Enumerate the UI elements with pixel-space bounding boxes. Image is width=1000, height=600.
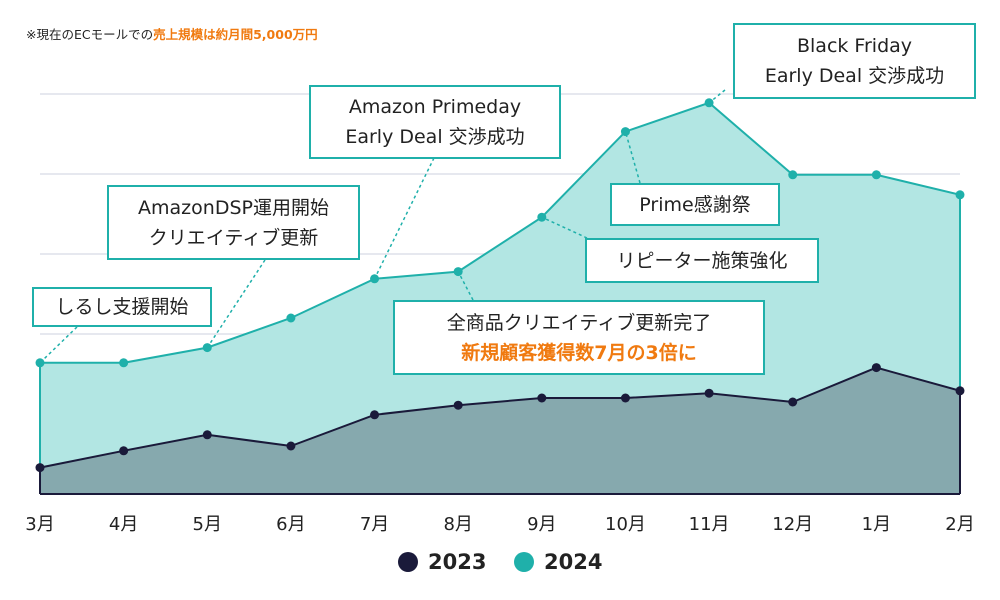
x-tick-label: 2月 [945, 514, 974, 535]
x-tick-label: 5月 [193, 514, 222, 535]
leader-line [541, 216, 588, 239]
annotation-text: クリエイティブ更新 [148, 226, 319, 249]
x-tick-label: 10月 [605, 514, 646, 535]
annotation-text: Early Deal 交渉成功 [345, 126, 525, 148]
annotation-highlight: 新規顧客獲得数7月の3倍に [461, 341, 697, 364]
point-2024-3月 [35, 358, 45, 368]
line-2024 [39, 101, 961, 494]
legend-2023: 2023 [398, 550, 486, 574]
x-tick-label: 3月 [25, 514, 54, 535]
point-2024-5月 [202, 343, 212, 353]
x-tick-label: 9月 [527, 514, 556, 535]
legend-marker [514, 552, 534, 572]
point-2024-9月 [537, 212, 547, 222]
note: ※現在のECモールでの売上規模は約月間5,000万円 [26, 24, 318, 43]
leader-line [457, 271, 474, 301]
leader-line [39, 326, 78, 364]
point-2024-7月 [370, 274, 380, 284]
annotation-text: Prime感謝祭 [639, 193, 751, 216]
annotation-repeater: リピーター施策強化 [585, 238, 819, 283]
point-2023-6月 [286, 441, 296, 451]
point-2023-10月 [620, 393, 630, 403]
x-tick-label: 1月 [862, 514, 891, 535]
point-2023-2月 [955, 386, 965, 396]
point-2023-1月 [871, 363, 881, 373]
x-tick-label: 7月 [360, 514, 389, 535]
annotation-text: 全商品クリエイティブ更新完了 [446, 311, 712, 334]
point-2024-12月 [788, 170, 798, 180]
point-2023-3月 [35, 463, 45, 473]
point-2024-1月 [871, 170, 881, 180]
annotation-prime-thanks: Prime感謝祭 [610, 183, 780, 226]
point-2024-8月 [453, 267, 463, 277]
point-2023-9月 [537, 393, 547, 403]
legend-label: 2023 [428, 550, 487, 574]
annotation-primeday: Amazon Primeday Early Deal 交渉成功 [309, 85, 561, 159]
legend-marker [398, 552, 418, 572]
annotation-text: AmazonDSP運用開始 [138, 196, 329, 219]
x-tick-label: 8月 [443, 514, 472, 535]
leader-line [624, 131, 641, 184]
annotation-creative: 全商品クリエイティブ更新完了 新規顧客獲得数7月の3倍に [393, 300, 765, 375]
x-tick-label: 4月 [109, 514, 138, 535]
point-2024-11月 [704, 98, 714, 108]
note-text: ※現在のECモールでの [26, 27, 154, 42]
legend-2024: 2024 [514, 550, 602, 574]
line-2023 [39, 366, 961, 494]
annotation-text: Black Friday [796, 35, 913, 57]
point-2024-10月 [620, 127, 630, 137]
point-2024-4月 [119, 358, 129, 368]
point-2023-8月 [453, 400, 463, 410]
annotation-shirushi: しるし支援開始 [32, 287, 212, 327]
point-2023-4月 [119, 446, 129, 456]
area-2023 [40, 367, 960, 494]
point-2023-12月 [788, 397, 798, 407]
point-2023-11月 [704, 388, 714, 398]
x-tick-label: 11月 [689, 514, 730, 535]
annotation-dsp: AmazonDSP運用開始 クリエイティブ更新 [107, 185, 360, 260]
point-2024-2月 [955, 190, 965, 200]
legend-label: 2024 [544, 550, 603, 574]
point-2024-6月 [286, 313, 296, 323]
annotation-black-friday: Black Friday Early Deal 交渉成功 [733, 23, 976, 99]
annotation-text: リピーター施策強化 [616, 249, 788, 272]
leader-line [373, 157, 435, 280]
annotation-text: Early Deal 交渉成功 [764, 65, 945, 87]
note-highlight: 売上規模は約月間5,000万円 [153, 27, 318, 42]
x-tick-label: 12月 [772, 514, 813, 535]
point-2023-5月 [202, 430, 212, 440]
annotation-text: Amazon Primeday [348, 96, 522, 118]
annotation-text: しるし支援開始 [55, 296, 189, 318]
x-tick-label: 6月 [276, 514, 305, 535]
point-2023-7月 [370, 410, 380, 420]
